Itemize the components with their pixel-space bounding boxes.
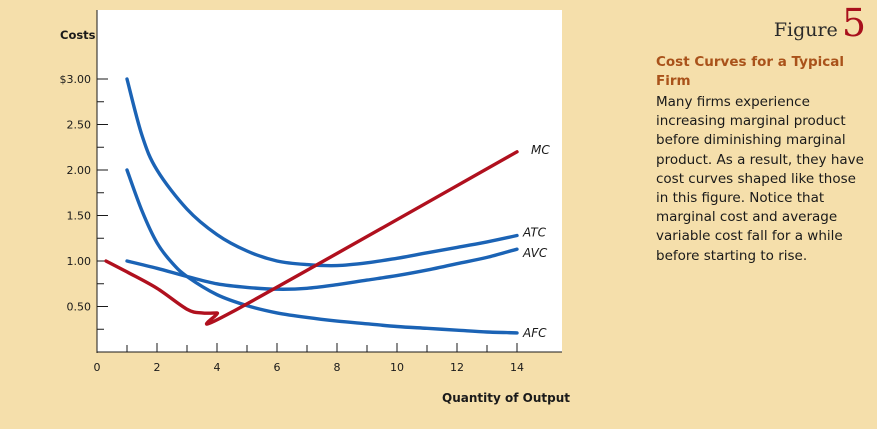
x-tick-label: 12 (450, 361, 464, 374)
x-tick-label: 0 (94, 361, 101, 374)
y-tick-label: $3.00 (60, 73, 92, 86)
cost-curves-chart: 0 2 4 6 8 10 12 14 0.50 1.00 1.50 2.00 2.50 $3.00 ATC A… (60, 10, 570, 405)
axis-ticks (97, 78, 518, 352)
y-tick-label: 1.00 (67, 255, 92, 268)
caption-title: Cost Curves for a Typical Firm (656, 54, 844, 89)
y-tick-label: 2.50 (67, 119, 92, 132)
x-tick-label: 2 (154, 361, 161, 374)
afc-curve (125, 168, 519, 335)
figure-number: 5 (841, 1, 866, 45)
y-tick-label: 0.50 (67, 301, 92, 314)
x-tick-label: 14 (510, 361, 524, 374)
plot-area (97, 10, 562, 352)
x-tick-label: 10 (390, 361, 404, 374)
atc-curve (125, 77, 519, 268)
atc-label: ATC (522, 226, 547, 240)
mc-curve (104, 150, 519, 326)
y-tick-label: 2.00 (67, 164, 92, 177)
cost-curves (104, 77, 519, 335)
x-tick-label: 6 (274, 361, 281, 374)
y-axis-title: Costs (60, 28, 96, 42)
y-tick-label: 1.50 (67, 210, 92, 223)
x-axis-title: Quantity of Output (442, 391, 570, 405)
axis-labels: 0 2 4 6 8 10 12 14 0.50 1.00 1.50 2.00 2.50 $3.00 ATC A… (60, 73, 551, 374)
avc-label: AVC (522, 246, 548, 260)
caption-body: Many firms experience increasing margina… (656, 94, 864, 264)
afc-label: AFC (522, 326, 547, 340)
figure-word: Figure (773, 19, 838, 41)
figure-label: Figure 5 (656, 4, 866, 42)
x-tick-label: 8 (334, 361, 341, 374)
mc-label: MC (531, 143, 550, 157)
x-tick-label: 4 (214, 361, 221, 374)
